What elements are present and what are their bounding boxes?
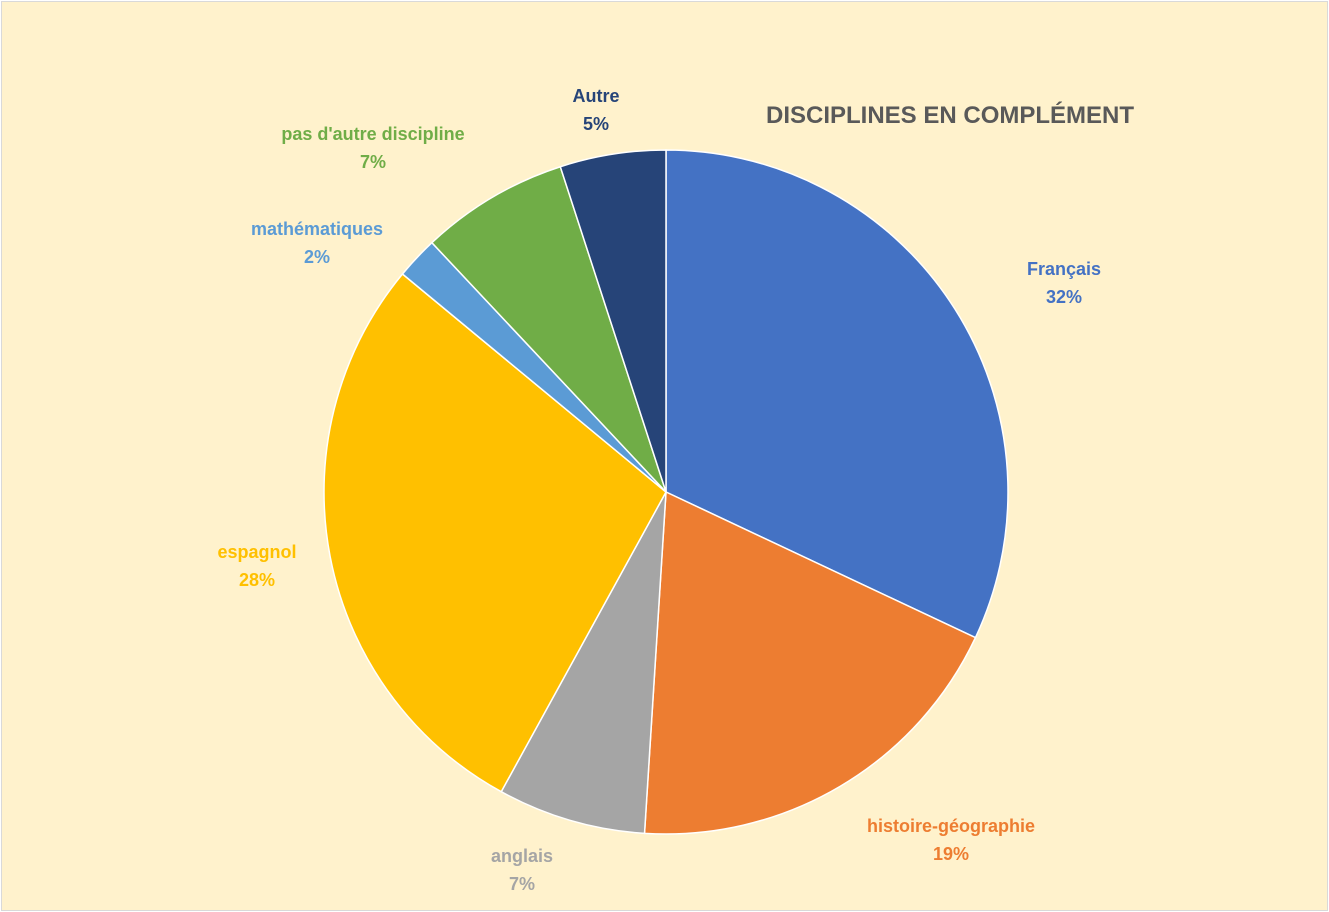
slice-label-name: pas d'autre discipline [281, 124, 465, 144]
slice-label-name: histoire-géographie [866, 816, 1036, 836]
slice-label: espagnol 28% [217, 538, 296, 594]
pie-slice [323, 272, 667, 793]
slice-label-name: Autre [572, 86, 620, 106]
slice-label-name: espagnol [217, 542, 297, 562]
slice-label: anglais 7% [491, 842, 553, 898]
pie-slice [665, 149, 1009, 639]
pie-slice [500, 491, 667, 835]
slice-label-name: anglais [490, 846, 554, 866]
pie-slice [559, 149, 667, 493]
slice-label-value: 19% [932, 844, 970, 864]
slice-label: Français 32% [1027, 255, 1101, 311]
slice-label-value: 2% [303, 247, 331, 267]
chart-title: DISCIPLINES EN COMPLÉMENT [766, 102, 1135, 129]
slice-label-name: mathématiques [250, 219, 384, 239]
slice-label: Autre 5% [572, 82, 619, 138]
slice-label-value: 28% [238, 570, 276, 590]
pie-slice [643, 490, 977, 835]
slice-label: histoire-géographie 19% [867, 812, 1035, 868]
slice-label-name: Français [1026, 259, 1102, 279]
slice-label-value: 7% [508, 874, 535, 894]
slice-label: pas d'autre discipline 7% [281, 120, 464, 176]
slice-label-value: 5% [582, 114, 610, 134]
slice-label: mathématiques 2% [251, 215, 383, 271]
slice-label-value: 32% [1045, 287, 1083, 307]
slice-label-value: 7% [359, 152, 386, 172]
pie-slice [430, 165, 667, 493]
